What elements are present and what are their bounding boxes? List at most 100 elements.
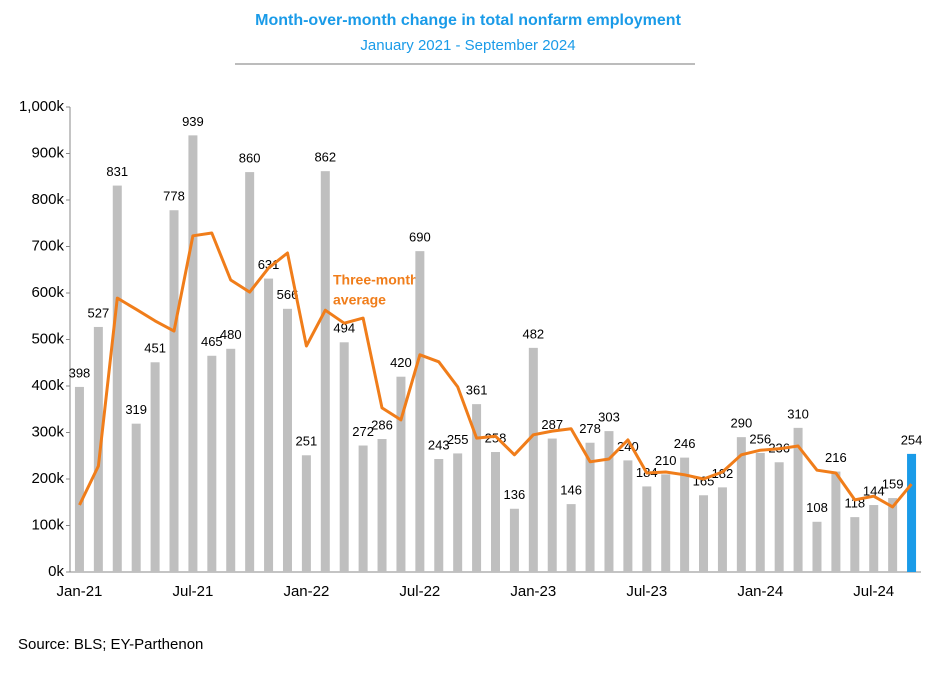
bar <box>699 495 709 572</box>
data-label: 278 <box>579 421 601 436</box>
bar <box>396 376 406 572</box>
data-label: 286 <box>371 417 393 432</box>
bar <box>755 452 765 572</box>
data-label: 690 <box>409 230 431 245</box>
y-tick-label: 800k <box>31 191 64 208</box>
data-label: 251 <box>296 434 318 449</box>
bar <box>245 172 255 572</box>
bar <box>453 453 463 572</box>
data-label: 144 <box>863 483 885 498</box>
y-tick-label: 700k <box>31 237 64 254</box>
bar <box>812 521 822 572</box>
x-tick-label: Jul-24 <box>853 583 894 600</box>
bar <box>472 404 482 572</box>
y-tick-label: 400k <box>31 377 64 394</box>
bar <box>661 474 671 572</box>
bar <box>793 427 803 572</box>
bar <box>358 445 368 572</box>
chart-title: Month-over-month change in total nonfarm… <box>255 12 681 29</box>
bar <box>547 438 557 572</box>
data-label: 939 <box>182 114 204 129</box>
bar <box>491 452 500 572</box>
data-label: 255 <box>447 432 469 447</box>
bar <box>604 431 614 572</box>
data-label: 778 <box>163 189 185 204</box>
bar <box>169 210 179 573</box>
data-label: 482 <box>522 326 544 341</box>
y-tick-label: 900k <box>31 144 64 161</box>
bar <box>680 457 690 572</box>
y-tick-label: 600k <box>31 284 64 301</box>
y-tick-label: 100k <box>31 516 64 533</box>
bar <box>131 423 141 572</box>
data-label: 254 <box>901 432 923 447</box>
bar <box>339 342 349 572</box>
data-label: 862 <box>314 150 336 165</box>
data-label: 451 <box>144 341 166 356</box>
bar <box>150 362 160 572</box>
data-label: 159 <box>882 477 904 492</box>
x-tick-label: Jul-22 <box>399 583 440 600</box>
data-label: 480 <box>220 327 242 342</box>
bar <box>888 498 898 572</box>
y-tick-label: 0k <box>48 563 64 580</box>
data-label: 494 <box>333 321 355 336</box>
bar <box>528 347 538 572</box>
data-label: 256 <box>749 431 771 446</box>
data-label: 361 <box>466 383 488 398</box>
data-label: 146 <box>560 483 582 498</box>
data-label: 290 <box>730 416 752 431</box>
bar <box>623 460 633 572</box>
bar <box>736 437 746 572</box>
data-label: 310 <box>787 406 809 421</box>
bar <box>188 135 198 573</box>
bar <box>509 508 519 572</box>
x-tick-label: Jan-21 <box>57 583 103 600</box>
data-label: 831 <box>106 164 128 179</box>
data-label: 527 <box>88 305 110 320</box>
y-tick-label: 1,000k <box>19 98 65 115</box>
data-label: 465 <box>201 334 223 349</box>
y-tick-label: 200k <box>31 470 64 487</box>
bar <box>74 386 84 572</box>
data-label: 243 <box>428 437 450 452</box>
x-tick-label: Jul-21 <box>172 583 213 600</box>
source-note: Source: BLS; EY-Parthenon <box>18 636 203 653</box>
bar <box>282 308 292 572</box>
x-tick-label: Jan-24 <box>737 583 783 600</box>
y-tick-label: 300k <box>31 423 64 440</box>
bar <box>907 453 917 572</box>
bar <box>869 505 879 572</box>
average-line <box>78 231 913 509</box>
data-label: 631 <box>258 257 280 272</box>
data-label: 108 <box>806 500 828 515</box>
data-label: 860 <box>239 151 261 166</box>
data-label: 210 <box>655 453 677 468</box>
bar <box>434 459 444 572</box>
x-tick-label: Jan-23 <box>510 583 556 600</box>
x-tick-label: Jan-22 <box>283 583 329 600</box>
data-label: 398 <box>69 365 91 380</box>
data-label: 272 <box>352 424 374 439</box>
bar <box>415 251 425 572</box>
bar <box>774 462 784 572</box>
data-label: 287 <box>541 417 563 432</box>
data-label: 246 <box>674 436 696 451</box>
data-label: 566 <box>277 287 299 302</box>
line-annotation: Three-month <box>333 272 419 288</box>
bar <box>717 487 727 572</box>
bar <box>226 348 236 572</box>
bar <box>850 517 860 572</box>
bar <box>264 278 274 572</box>
bar <box>642 486 652 572</box>
data-label: 303 <box>598 410 620 425</box>
bar <box>585 442 595 572</box>
data-label: 420 <box>390 355 412 370</box>
line-annotation: average <box>333 292 386 308</box>
data-label: 319 <box>125 402 147 417</box>
bar <box>566 504 576 572</box>
bar <box>207 355 217 572</box>
bar <box>301 455 311 572</box>
bar <box>320 171 330 573</box>
